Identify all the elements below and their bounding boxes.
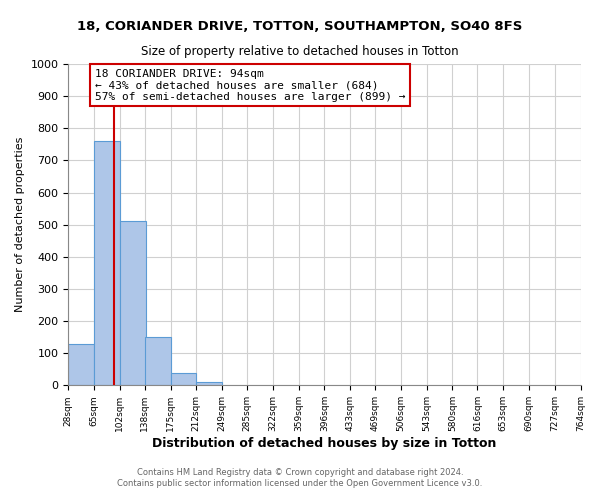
Y-axis label: Number of detached properties: Number of detached properties bbox=[15, 137, 25, 312]
Text: Size of property relative to detached houses in Totton: Size of property relative to detached ho… bbox=[141, 45, 459, 58]
Bar bbox=[120, 222, 146, 386]
Text: 18, CORIANDER DRIVE, TOTTON, SOUTHAMPTON, SO40 8FS: 18, CORIANDER DRIVE, TOTTON, SOUTHAMPTON… bbox=[77, 20, 523, 33]
Text: Contains HM Land Registry data © Crown copyright and database right 2024.
Contai: Contains HM Land Registry data © Crown c… bbox=[118, 468, 482, 487]
Bar bbox=[68, 344, 94, 386]
Bar bbox=[145, 336, 170, 386]
Bar bbox=[196, 382, 222, 386]
X-axis label: Distribution of detached houses by size in Totton: Distribution of detached houses by size … bbox=[152, 437, 497, 450]
Bar bbox=[94, 141, 120, 386]
Bar bbox=[170, 373, 196, 386]
Text: 18 CORIANDER DRIVE: 94sqm
← 43% of detached houses are smaller (684)
57% of semi: 18 CORIANDER DRIVE: 94sqm ← 43% of detac… bbox=[95, 69, 405, 102]
